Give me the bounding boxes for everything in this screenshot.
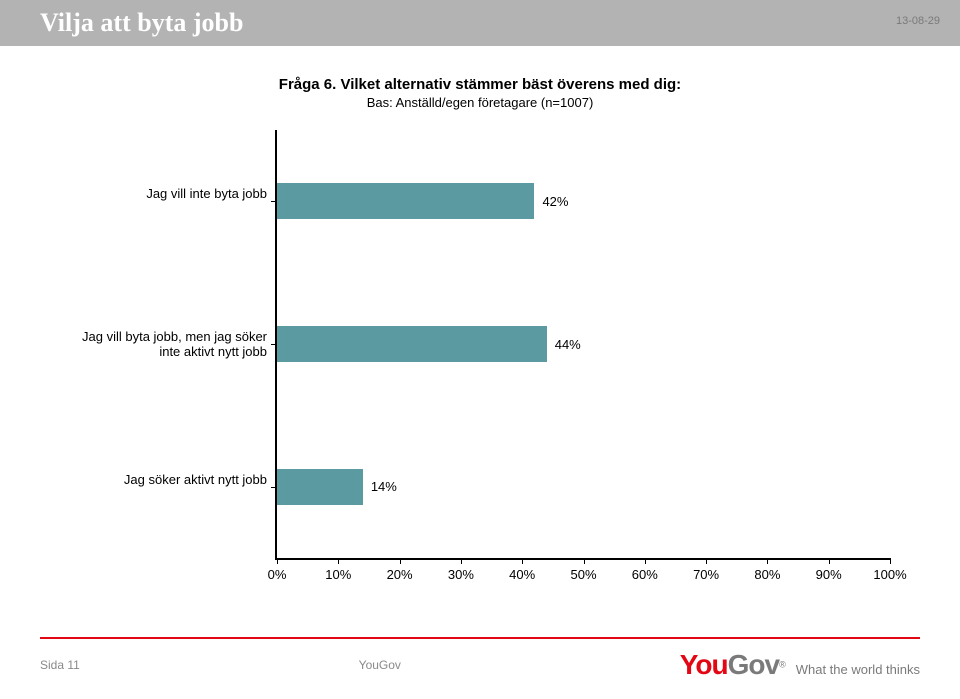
chart-container: Fråga 6. Vilket alternativ stämmer bäst …: [70, 76, 890, 560]
header-date: 13-08-29: [896, 15, 940, 27]
x-axis-tick-label: 50%: [570, 567, 596, 582]
chart-plot: Jag vill inte byta jobb Jag vill byta job…: [70, 130, 890, 560]
chart-title: Fråga 6. Vilket alternativ stämmer bäst …: [70, 76, 890, 93]
x-axis-tick-label: 60%: [632, 567, 658, 582]
x-axis-tick: [277, 558, 278, 564]
x-axis-tick-label: 30%: [448, 567, 474, 582]
x-axis-tick: [706, 558, 707, 564]
x-axis-tick: [461, 558, 462, 564]
x-axis-tick: [338, 558, 339, 564]
bar-row: 42%: [277, 183, 890, 219]
footer-divider: [40, 637, 920, 639]
footer-logo: YouGov® What the world thinks: [680, 649, 920, 681]
y-axis-category-label: Jag söker aktivt nytt jobb: [72, 472, 267, 487]
logo-registered-icon: ®: [779, 660, 786, 670]
y-axis-category-label: Jag vill inte byta jobb: [72, 186, 267, 201]
chart-subtitle: Bas: Anställd/egen företagare (n=1007): [70, 95, 890, 110]
footer-page: Sida 11: [40, 658, 80, 672]
logo-text: YouGov®: [680, 649, 786, 681]
x-axis-tick: [584, 558, 585, 564]
bar-value-label: 42%: [542, 194, 568, 209]
x-axis-tick-label: 80%: [754, 567, 780, 582]
bar-row: 44%: [277, 326, 890, 362]
x-axis-tick: [829, 558, 830, 564]
x-axis-tick: [522, 558, 523, 564]
bar-row: 14%: [277, 469, 890, 505]
bar: [277, 183, 534, 219]
bar-value-label: 44%: [555, 337, 581, 352]
x-axis-tick: [890, 558, 891, 564]
x-axis-tick-label: 40%: [509, 567, 535, 582]
x-axis-tick-label: 20%: [387, 567, 413, 582]
x-axis-tick: [767, 558, 768, 564]
y-axis-category-label: Jag vill byta jobb, men jag söker inte a…: [72, 329, 267, 359]
page-title: Vilja att byta jobb: [40, 8, 243, 38]
x-axis-tick-label: 10%: [325, 567, 351, 582]
header-bar: Vilja att byta jobb 13-08-29: [0, 0, 960, 46]
plot-area: 42%44%14%0%10%20%30%40%50%60%70%80%90%10…: [275, 130, 890, 560]
footer-row: Sida 11 YouGov YouGov® What the world th…: [40, 649, 920, 681]
x-axis-tick-label: 0%: [268, 567, 287, 582]
y-axis-labels: Jag vill inte byta jobb Jag vill byta job…: [70, 130, 275, 560]
footer-brand-center: YouGov: [359, 658, 401, 672]
bar: [277, 326, 547, 362]
logo-you: You: [680, 649, 728, 680]
x-axis-tick-label: 100%: [873, 567, 906, 582]
logo-tagline: What the world thinks: [796, 662, 920, 677]
footer: Sida 11 YouGov YouGov® What the world th…: [0, 637, 960, 681]
bar: [277, 469, 363, 505]
x-axis-tick-label: 90%: [816, 567, 842, 582]
x-axis-tick: [645, 558, 646, 564]
bar-value-label: 14%: [371, 479, 397, 494]
logo-gov: Gov: [728, 649, 779, 680]
x-axis-tick-label: 70%: [693, 567, 719, 582]
x-axis-tick: [400, 558, 401, 564]
